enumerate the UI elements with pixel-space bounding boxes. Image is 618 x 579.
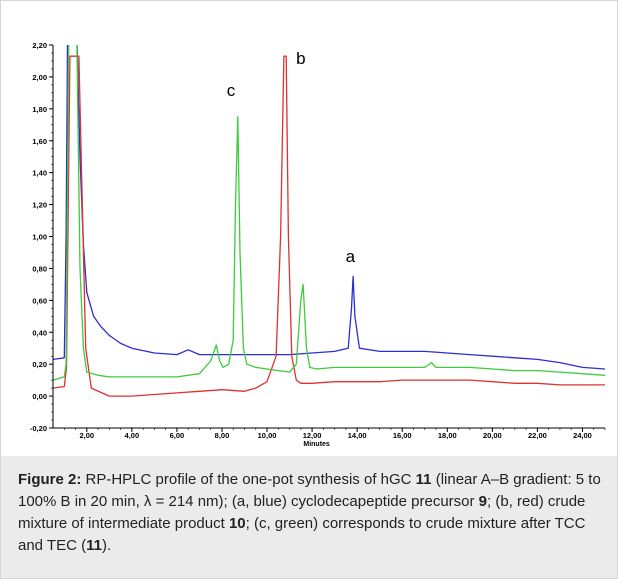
caption-box: Figure 2: RP-HPLC profile of the one-pot… <box>1 456 617 578</box>
x-tick-label: 18,00 <box>438 431 457 440</box>
peak-label-b: b <box>296 49 305 68</box>
series-line-b <box>53 55 605 397</box>
x-tick-label: 20,00 <box>483 431 502 440</box>
caption-figure-label: Figure 2: <box>18 471 82 488</box>
x-tick-label: 6,00 <box>170 431 185 440</box>
x-tick-label: 12,00 <box>303 431 322 440</box>
caption-text-5: ). <box>101 537 112 554</box>
y-tick-label: -0,20 <box>30 424 47 433</box>
series-line-c <box>53 45 605 381</box>
figure-caption: Figure 2: RP-HPLC profile of the one-pot… <box>18 469 608 557</box>
caption-text-1: RP-HPLC profile of the one-pot synthesis… <box>81 471 416 488</box>
axis-layer: -0,20 0,00 0,20 0,40 0,60 0,80 1,00 1,20 1,40 1,6… <box>30 41 606 448</box>
x-tick-label: 16,00 <box>393 431 412 440</box>
y-tick-label: 0,00 <box>32 392 47 401</box>
caption-compound-10: 10 <box>228 515 246 532</box>
caption-text-3: ; (b, red) crude mixture of intermediate… <box>18 493 586 532</box>
y-tick-label: 1,00 <box>32 233 47 242</box>
chart-area: -0,20 0,00 0,20 0,40 0,60 0,80 1,00 1,20 1,40 1,6… <box>1 1 617 456</box>
y-tick-label: 0,40 <box>32 328 47 337</box>
caption-text-2: (linear A–B gradient: 5 to 100% B in 20 … <box>18 471 601 510</box>
x-tick-label: 4,00 <box>125 431 140 440</box>
x-tick-label: 2,00 <box>79 431 94 440</box>
peak-label-c: c <box>227 81 236 100</box>
annotation-layer: a b c <box>227 49 356 266</box>
x-tick-label: 22,00 <box>528 431 547 440</box>
y-tick-label: 1,80 <box>32 105 47 114</box>
y-tick-label: 0,20 <box>32 360 47 369</box>
series-layer <box>53 45 605 397</box>
y-tick-label: 0,60 <box>32 296 47 305</box>
y-tick-label: 2,00 <box>32 73 47 82</box>
caption-text-4: ; (c, green) corresponds to crude mixtur… <box>18 515 586 554</box>
x-axis-title: Minutes <box>303 441 330 448</box>
y-tick-label: 2,20 <box>32 41 47 50</box>
x-tick-label: 24,00 <box>573 431 592 440</box>
caption-compound-11: 11 <box>415 471 432 488</box>
y-tick-label: 1,40 <box>32 169 47 178</box>
y-tick-label: 1,20 <box>32 201 47 210</box>
caption-compound-11-second: 11 <box>86 537 102 554</box>
series-line-a <box>53 45 605 370</box>
x-tick-label: 8,00 <box>215 431 230 440</box>
x-tick-label: 14,00 <box>348 431 367 440</box>
y-tick-label: 0,80 <box>32 264 47 273</box>
x-tick-label: 10,00 <box>258 431 277 440</box>
peak-label-a: a <box>346 247 356 266</box>
hplc-chart: -0,20 0,00 0,20 0,40 0,60 0,80 1,00 1,20 1,40 1,6… <box>30 41 606 448</box>
caption-compound-9: 9 <box>478 493 488 510</box>
y-tick-label: 1,60 <box>32 137 47 146</box>
